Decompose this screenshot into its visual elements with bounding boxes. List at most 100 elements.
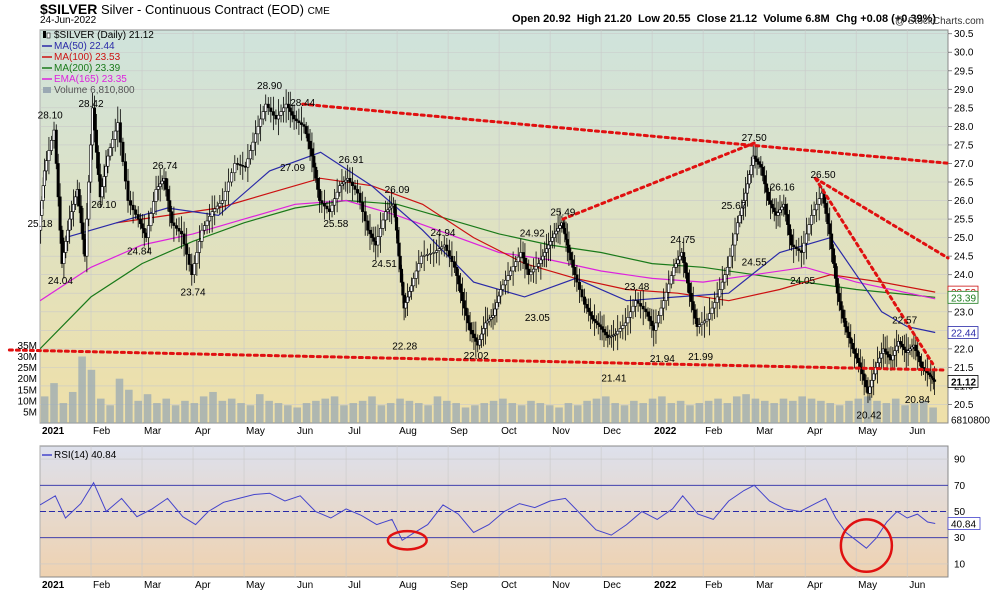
candle-body [394, 216, 398, 231]
candle-body [606, 334, 610, 339]
candle-body [799, 250, 803, 253]
volume-bar [489, 400, 498, 423]
right-price-label: 22.44 [951, 329, 976, 340]
candle-body [393, 203, 397, 218]
candle-body [906, 350, 910, 353]
candle-body [126, 180, 130, 201]
candle-body [168, 200, 172, 212]
candle-body [864, 380, 868, 388]
rsi-tick-label: 90 [954, 455, 966, 466]
price-value-label: 22.57 [892, 316, 917, 327]
candle-body [646, 311, 650, 317]
candle-body [266, 103, 270, 109]
legend-label: $SILVER (Daily) 21.12 [54, 30, 154, 41]
candle-body [348, 178, 352, 183]
candle-body [608, 336, 612, 339]
candle-body [562, 222, 566, 229]
volume-bar [686, 405, 694, 423]
candle-body [412, 278, 416, 287]
price-value-label: 25.67 [721, 201, 746, 212]
candle-icon [46, 32, 51, 39]
candle-body [613, 333, 617, 336]
volume-bar [508, 403, 517, 423]
price-value-label: 26.74 [152, 161, 177, 172]
candle-body [118, 122, 122, 143]
candle-body [693, 309, 697, 319]
price-value-label: 21.94 [650, 354, 675, 365]
price-value-label: 28.44 [290, 98, 315, 109]
candle-body [725, 266, 729, 275]
candle-body [503, 279, 507, 286]
candle-body [736, 222, 740, 235]
candle-body [401, 281, 405, 296]
candle-body [190, 264, 194, 275]
candle-body [113, 130, 117, 140]
volume-bar [386, 403, 395, 423]
volume-bar [143, 394, 152, 423]
candle-body [85, 218, 89, 257]
candle-body [378, 228, 382, 237]
symbol: $SILVER [40, 1, 98, 17]
candle-body [68, 218, 72, 231]
volume-bar [620, 405, 629, 423]
candle-body [648, 316, 652, 322]
price-axis: 20.521.021.522.022.523.023.524.024.525.0… [947, 29, 990, 426]
candle-body [87, 181, 91, 220]
candle-body [548, 241, 552, 246]
candle-body [149, 213, 153, 226]
candle-body [523, 257, 527, 264]
candle-body [786, 214, 790, 225]
candle-body [843, 317, 847, 327]
candle-body [830, 233, 834, 250]
candle-body [705, 318, 709, 322]
candle-body [96, 152, 100, 175]
volume-bar [312, 400, 320, 423]
volume-bar [87, 369, 96, 423]
price-tick-label: 22.0 [954, 344, 974, 355]
volume-bar [134, 400, 142, 423]
volume-bar [602, 396, 610, 423]
candle-body [314, 166, 318, 179]
candle-body [398, 255, 402, 270]
price-tick-label: 27.0 [954, 159, 974, 170]
volume-bar [929, 407, 937, 423]
candle-body [841, 309, 845, 319]
candle-body [445, 244, 449, 251]
candle-body [100, 186, 104, 198]
volume-bar [807, 398, 816, 423]
price-value-label: 23.05 [525, 313, 550, 324]
candle-body [414, 270, 418, 279]
candle-body [765, 183, 769, 193]
candle-body [545, 248, 549, 253]
price-x-label: Apr [195, 426, 211, 437]
volume-bar [723, 403, 732, 423]
price-value-label: 27.50 [742, 133, 767, 144]
candle-body [650, 320, 654, 326]
legend-label: Volume 6,810,800 [54, 85, 135, 96]
volume-bar [78, 356, 86, 423]
candle-body [177, 228, 181, 232]
rsi-x-label: Oct [501, 580, 517, 591]
candle-body [261, 111, 265, 120]
candle-body [872, 373, 876, 381]
candle-body [682, 252, 686, 263]
volume-bar [573, 405, 582, 423]
volume-bar [817, 400, 825, 423]
volume-bar [97, 398, 105, 423]
candle-body [134, 209, 138, 215]
candle-body [483, 322, 487, 329]
rsi-x-label: Feb [93, 580, 111, 591]
candle-body [933, 379, 937, 382]
rsi-tick-label: 70 [954, 481, 966, 492]
candle-body [747, 174, 751, 185]
candle-body [516, 256, 520, 263]
volume-tick-label: 30M [18, 352, 37, 363]
candle-body [397, 242, 401, 257]
volume-bar [452, 403, 460, 423]
candle-body [845, 326, 849, 333]
volume-bar [676, 400, 685, 423]
candle-body [828, 223, 832, 235]
candle-body [569, 252, 573, 261]
volume-tick-label: 20M [18, 374, 37, 385]
rsi-tick-label: 50 [954, 507, 966, 518]
